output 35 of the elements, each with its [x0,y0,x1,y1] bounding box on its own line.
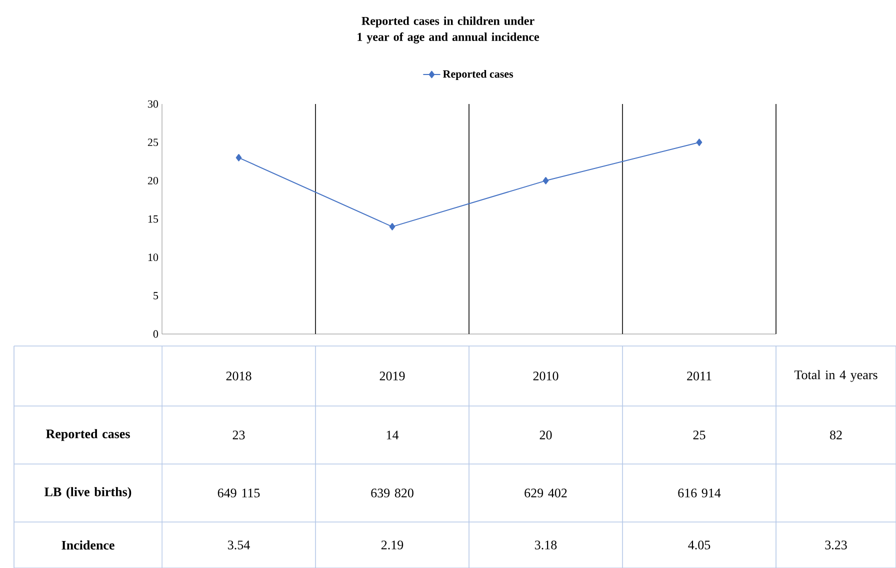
text: 3.18 [535,540,557,550]
text: 2.19 [381,540,404,550]
chart-title: Reported cases in children under 1 year of age and annual incidence [358,16,540,44]
point [389,222,396,230]
text: Reported cases [46,429,130,441]
data-label: 20 [540,430,552,440]
data-label: 23 [232,430,245,440]
text: 629 402 [524,488,567,498]
y-tick-label: 30 [148,100,158,108]
x-tick-label: 2010 [533,372,558,380]
y-tick-label: 5 [154,292,158,300]
y-tick-label: 0 [153,330,158,338]
text: 616 914 [678,488,721,498]
x-tick-label: 2018 [226,372,252,380]
point [542,176,549,184]
x-tick-label: 2011 [687,372,712,380]
legend-label: Reported cases [442,70,514,80]
text: Total in 4 years [794,370,878,382]
data-label: 14 [386,430,399,440]
point [696,138,702,146]
text: 639 820 [371,488,414,498]
y-tick-label: 20 [148,176,158,184]
text: 3.23 [825,540,847,550]
point [236,154,242,162]
x-tick-label: 2019 [380,372,405,380]
text: 82 [830,430,842,440]
text: Incidence [62,540,114,550]
y-tick-label: 25 [148,138,158,146]
text: 3.54 [228,540,250,550]
text: 649 115 [218,488,260,498]
text: 4.05 [688,540,710,550]
data-label: 25 [693,430,706,440]
text: LB (live births) [44,487,132,499]
y-tick-label: 15 [148,215,158,223]
y-tick-label: 10 [148,254,158,262]
